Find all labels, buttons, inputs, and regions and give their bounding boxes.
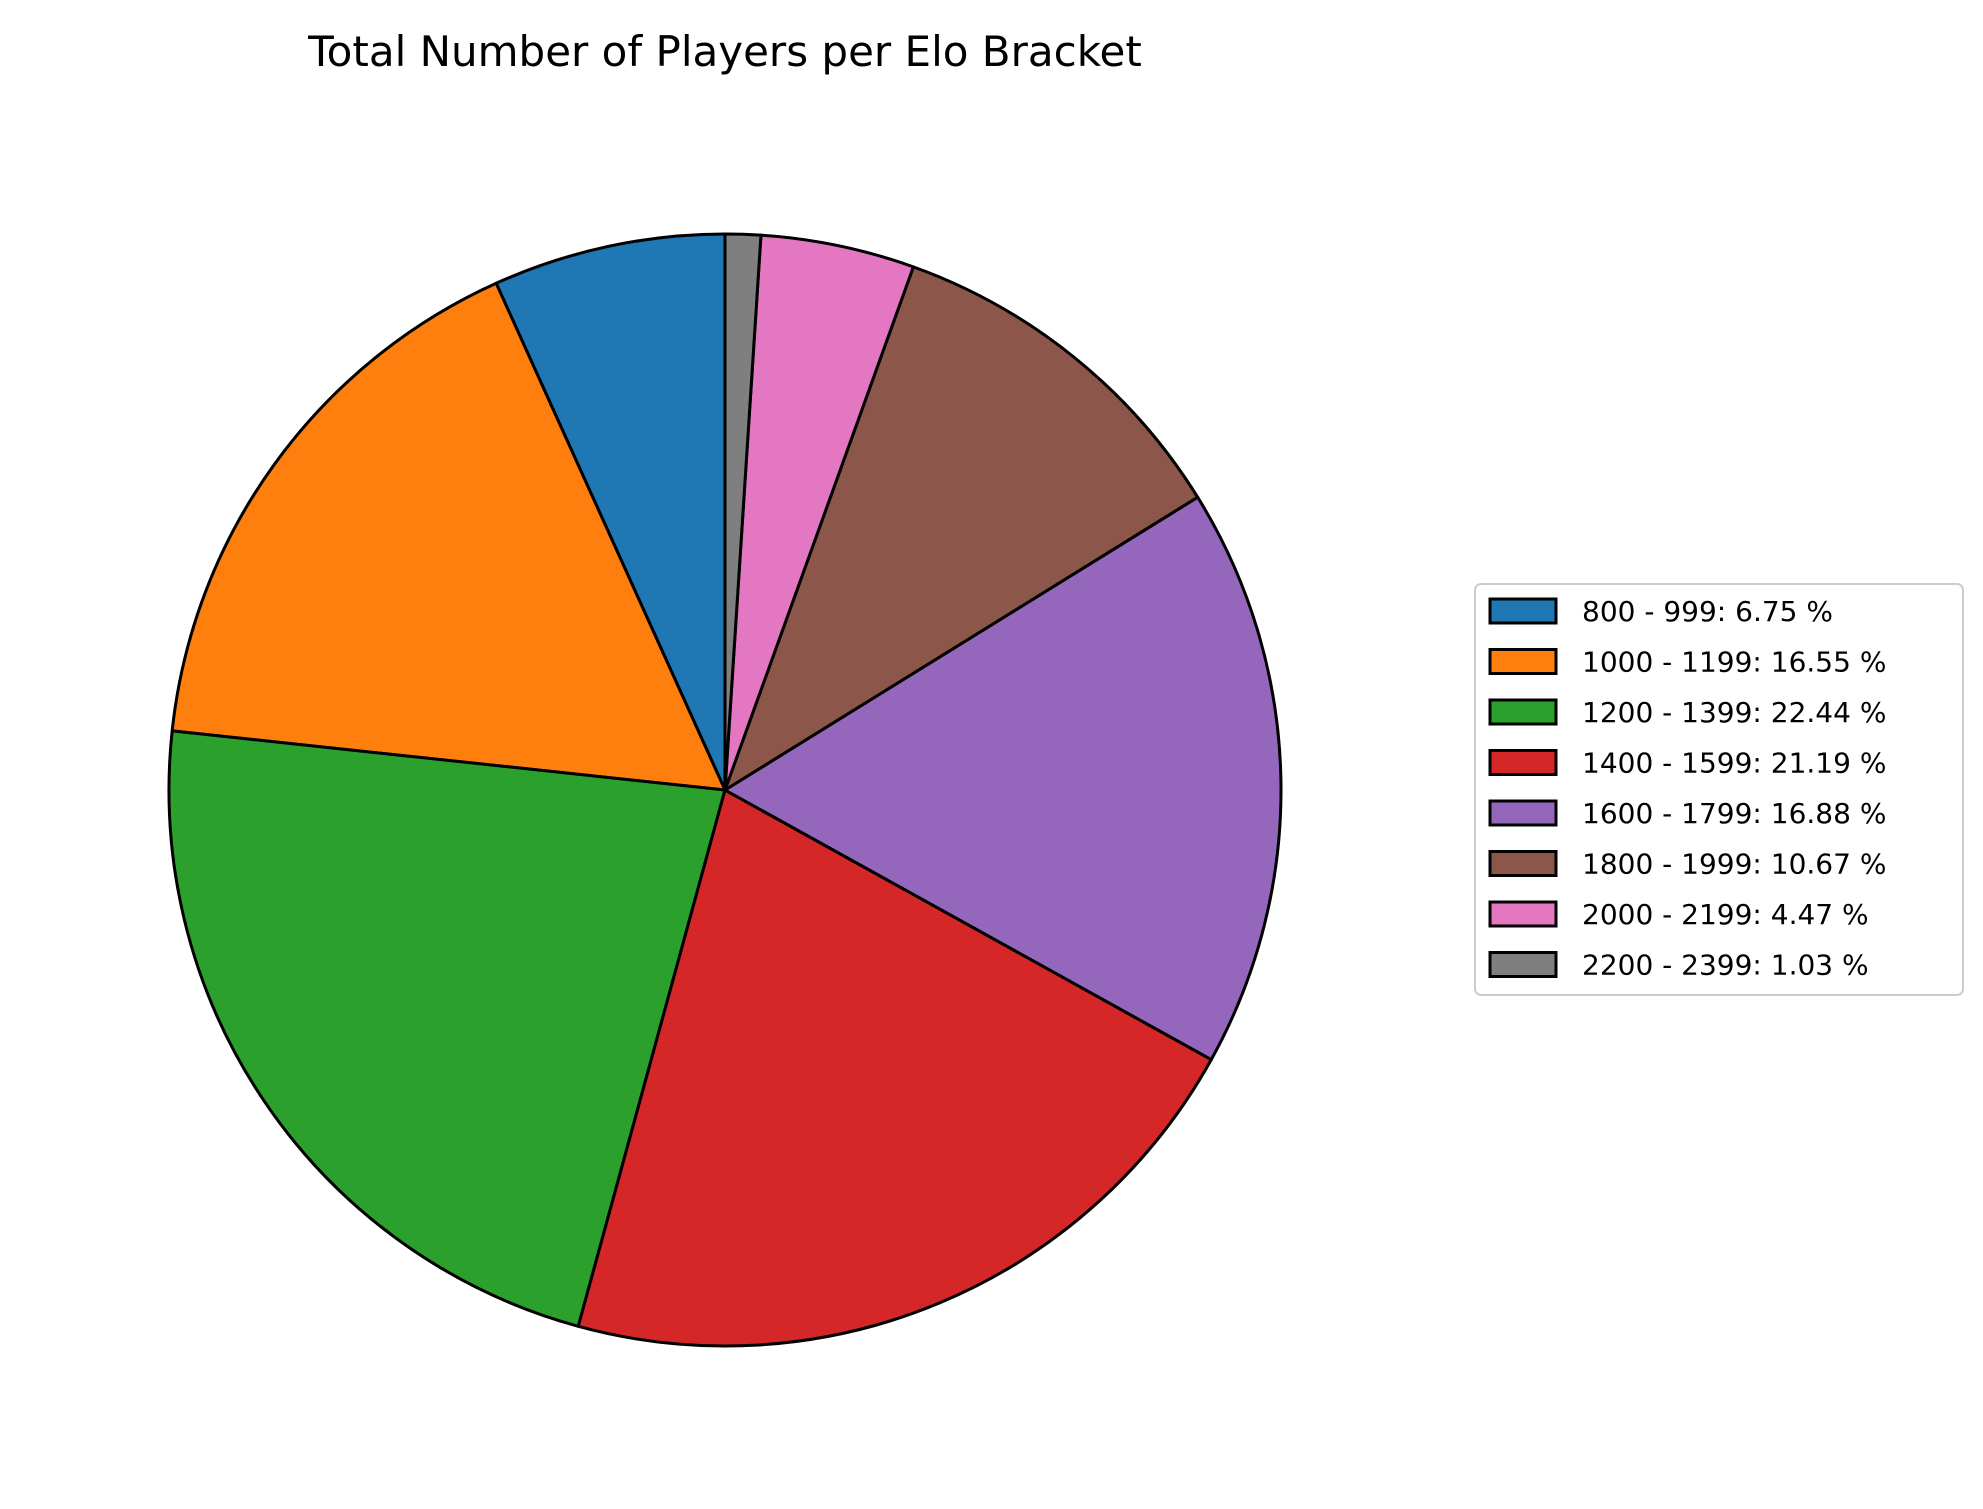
legend-label-4: 1600 - 1799: 16.88 % <box>1582 797 1886 830</box>
pie-slice-2 <box>167 729 727 1328</box>
legend-swatch-6 <box>1488 900 1558 928</box>
legend-label-0: 800 - 999: 6.75 % <box>1582 595 1833 628</box>
legend-label-2: 1200 - 1399: 22.44 % <box>1582 696 1886 729</box>
legend-entry-1: 1000 - 1199: 16.55 % <box>1488 646 1886 679</box>
legend-entry-0: 800 - 999: 6.75 % <box>1488 595 1833 628</box>
legend-swatch-0 <box>1488 597 1558 625</box>
pie-slice-5 <box>723 265 1200 792</box>
legend-entry-2: 1200 - 1399: 22.44 % <box>1488 696 1886 729</box>
legend-label-5: 1800 - 1999: 10.67 % <box>1582 848 1886 881</box>
legend-label-6: 2000 - 2199: 4.47 % <box>1582 898 1869 931</box>
legend-swatch-1 <box>1488 648 1558 675</box>
legend-swatch-4 <box>1488 799 1558 827</box>
legend-swatch-2 <box>1488 698 1558 726</box>
pie-slices <box>167 232 1283 1348</box>
legend-frame <box>1474 583 1964 996</box>
legend-label-7: 2200 - 2399: 1.03 % <box>1582 949 1869 982</box>
chart-title: Total Number of Players per Elo Bracket <box>307 27 1142 76</box>
legend-swatch-3 <box>1488 749 1558 776</box>
legend: 800 - 999: 6.75 % 1000 - 1199: 16.55 % 120… <box>1474 583 1964 996</box>
legend-entry-7: 2200 - 2399: 1.03 % <box>1488 949 1869 982</box>
legend-label-1: 1000 - 1199: 16.55 % <box>1582 646 1886 679</box>
legend-entries: 800 - 999: 6.75 % 1000 - 1199: 16.55 % 120… <box>1488 595 1886 982</box>
legend-entry-6: 2000 - 2199: 4.47 % <box>1488 898 1869 931</box>
legend-entry-4: 1600 - 1799: 16.88 % <box>1488 797 1886 830</box>
pie-slice-1 <box>170 281 727 792</box>
pie-slice-4 <box>723 495 1283 1062</box>
pie-slice-3 <box>576 788 1213 1348</box>
legend-entry-5: 1800 - 1999: 10.67 % <box>1488 848 1886 881</box>
pie-slice-0 <box>494 232 727 792</box>
legend-label-3: 1400 - 1599: 21.19 % <box>1582 747 1886 780</box>
legend-swatch-5 <box>1488 850 1558 877</box>
legend-swatch-7 <box>1488 951 1558 978</box>
pie-slice-7 <box>723 232 763 792</box>
legend-entry-3: 1400 - 1599: 21.19 % <box>1488 747 1886 780</box>
